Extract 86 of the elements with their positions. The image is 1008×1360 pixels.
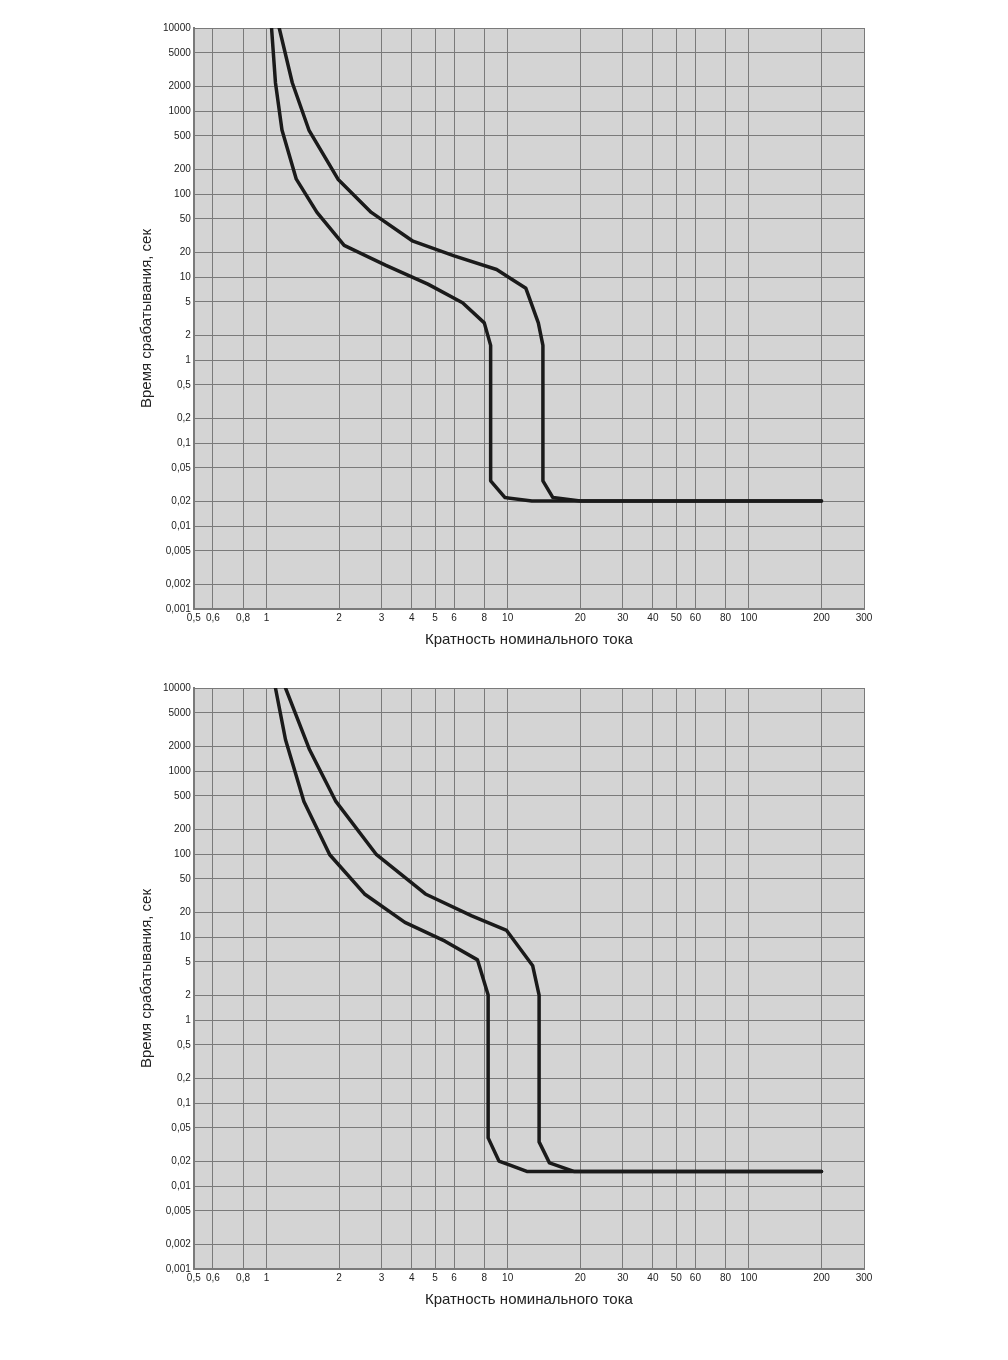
x-tick-label: 0,8 [236,1271,251,1283]
y-tick-label: 5000 [168,46,192,58]
y-axis-title: Время срабатывания, сек [137,888,155,1069]
y-tick-label: 2 [185,988,192,1000]
x-tick-label: 40 [647,611,659,623]
x-tick-label: 80 [719,611,732,623]
x-tick-label: 8 [481,611,488,623]
y-tick-label: 0,2 [176,1071,192,1083]
y-tick-label: 20 [179,245,192,257]
y-tick-label: 1 [185,1013,192,1025]
y-tick-label: 10 [179,930,192,942]
x-tick-label: 0,6 [205,1271,221,1283]
x-axis-title: Кратность номинального тока [424,630,634,648]
y-tick-label: 1 [185,353,192,365]
y-tick-label: 0,01 [171,519,192,531]
x-tick-label: 30 [617,611,629,623]
x-tick-label: 6 [451,1271,458,1283]
y-tick-label: 0,05 [171,1121,192,1133]
x-tick-label: 10 [502,611,514,623]
y-tick-label: 0,5 [176,1038,192,1050]
y-tick-label: 100 [174,847,192,859]
y-tick-label: 5000 [168,706,192,718]
x-tick-label: 1 [263,1271,270,1283]
x-axis-title: Кратность номинального тока [424,1290,634,1308]
x-tick-label: 3 [378,1271,385,1283]
y-tick-label: 0,005 [165,1204,192,1216]
y-tick-label: 0,1 [176,1096,192,1108]
y-tick-label: 0,02 [171,494,192,506]
y-tick-label: 0,002 [165,1237,192,1249]
y-tick-label: 50 [179,212,192,224]
x-tick-label: 60 [689,611,702,623]
y-tick-label: 0,02 [171,1154,192,1166]
y-tick-label: 5 [185,295,192,307]
y-tick-label: 100 [174,187,192,199]
x-tick-label: 300 [855,1271,873,1283]
y-tick-label: 5 [185,955,192,967]
x-tick-label: 10 [502,1271,514,1283]
x-tick-label: 40 [647,1271,659,1283]
y-tick-label: 10 [179,270,192,282]
y-tick-label: 0,05 [171,461,192,473]
x-tick-label: 2 [336,1271,343,1283]
y-tick-label: 10000 [163,681,192,693]
x-tick-label: 50 [670,611,683,623]
y-tick-label: 2 [185,328,192,340]
y-tick-label: 0,2 [176,411,192,423]
x-tick-label: 60 [689,1271,702,1283]
x-tick-label: 20 [574,1271,587,1283]
x-tick-label: 100 [740,1271,758,1283]
y-tick-label: 200 [174,162,192,174]
y-tick-label: 500 [174,789,192,801]
x-tick-label: 3 [378,611,385,623]
y-axis-title: Время срабатывания, сек [137,228,155,409]
x-tick-label: 80 [719,1271,732,1283]
x-tick-label: 300 [855,611,873,623]
y-tick-label: 0,001 [165,1262,192,1274]
x-tick-label: 8 [481,1271,488,1283]
y-tick-label: 500 [174,129,192,141]
y-tick-label: 2000 [168,79,192,91]
y-tick-label: 0,001 [165,602,192,614]
x-tick-label: 1 [263,611,270,623]
x-tick-label: 4 [408,611,415,623]
x-tick-label: 100 [740,611,758,623]
x-tick-label: 30 [617,1271,629,1283]
y-tick-label: 10000 [163,21,192,33]
x-tick-label: 50 [670,1271,683,1283]
x-tick-label: 6 [451,611,458,623]
y-tick-label: 0,002 [165,577,192,589]
y-tick-label: 1000 [168,104,192,116]
x-tick-label: 0,8 [236,611,251,623]
y-tick-label: 200 [174,822,192,834]
y-tick-label: 0,01 [171,1179,192,1191]
y-tick-label: 20 [179,905,192,917]
y-tick-label: 50 [179,872,192,884]
x-tick-label: 5 [432,611,439,623]
x-tick-label: 4 [408,1271,415,1283]
y-tick-label: 0,005 [165,544,192,556]
x-tick-label: 2 [336,611,343,623]
x-tick-label: 20 [574,611,587,623]
x-tick-label: 200 [813,611,831,623]
y-tick-label: 2000 [168,739,192,751]
y-tick-label: 0,5 [176,378,192,390]
y-tick-label: 0,1 [176,436,192,448]
x-tick-label: 0,6 [205,611,221,623]
x-tick-label: 5 [432,1271,439,1283]
y-tick-label: 1000 [168,764,192,776]
x-tick-label: 200 [813,1271,831,1283]
